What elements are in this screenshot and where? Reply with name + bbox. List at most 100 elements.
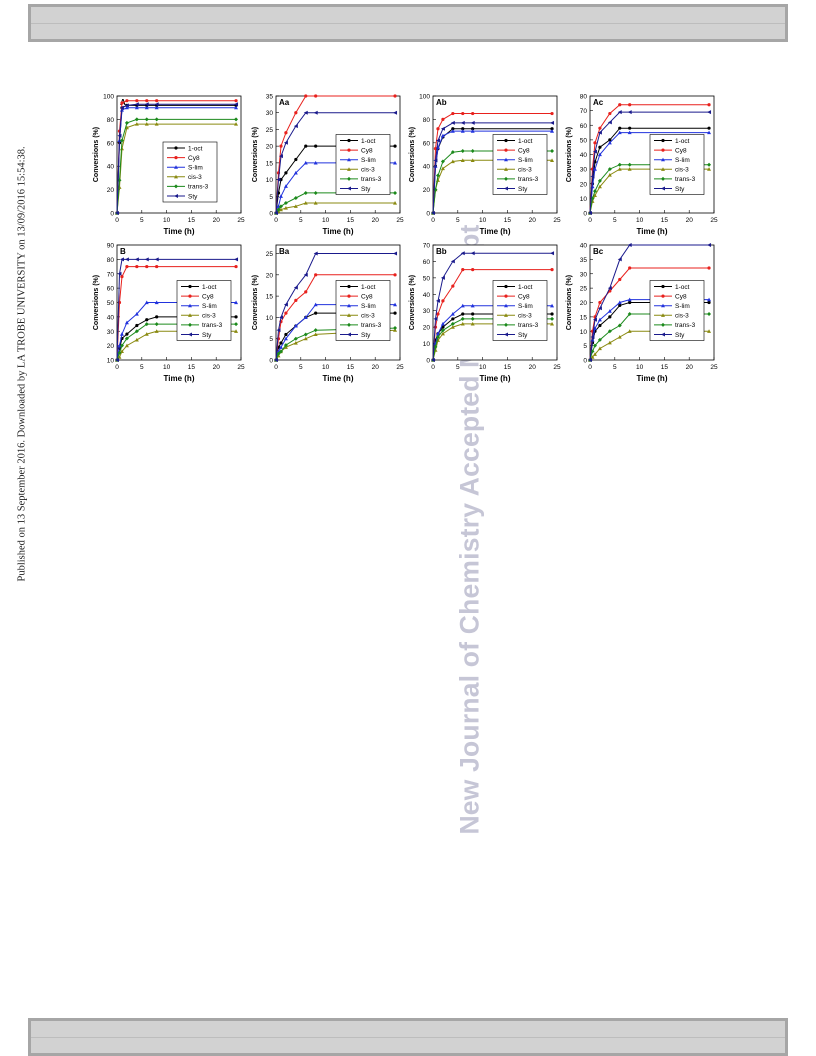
data-point [393, 110, 398, 115]
y-axis-label: Conversions (%) [409, 275, 416, 330]
data-point [145, 99, 149, 103]
data-point [283, 140, 288, 145]
data-point [618, 277, 622, 282]
series-Sty [274, 251, 398, 362]
legend-marker [504, 167, 508, 171]
data-point [234, 122, 239, 126]
data-point [608, 315, 612, 319]
data-point [313, 251, 318, 256]
data-point [393, 273, 397, 277]
data-point [440, 166, 445, 171]
series-cis-3 [115, 329, 239, 362]
series-line [116, 302, 236, 361]
y-tick-label: 25 [266, 127, 274, 134]
y-tick-label: 50 [423, 275, 431, 282]
data-point [117, 350, 122, 355]
data-point [707, 103, 711, 107]
data-point [588, 211, 592, 215]
legend-marker [347, 148, 351, 152]
series-Sty [115, 102, 239, 215]
legend-label: cis-3 [202, 313, 216, 320]
data-point [283, 205, 288, 210]
data-point [293, 340, 298, 345]
legend-label: S-lim [202, 303, 217, 310]
data-point [592, 189, 597, 194]
data-point [450, 120, 455, 125]
data-point [304, 144, 308, 148]
data-point [144, 117, 149, 122]
series-line [589, 104, 709, 214]
data-point [120, 275, 124, 279]
series-Sty [588, 110, 712, 215]
data-point [607, 309, 612, 313]
data-point [598, 145, 602, 149]
x-tick-label: 20 [686, 217, 694, 224]
y-tick-label: 100 [419, 94, 430, 101]
data-point [598, 323, 602, 328]
legend-label: 1-oct [361, 284, 376, 291]
data-point [627, 312, 632, 316]
x-tick-label: 15 [504, 217, 512, 224]
x-tick-label: 0 [274, 364, 278, 371]
data-point [597, 178, 602, 183]
data-point [276, 204, 281, 208]
x-tick-label: 5 [456, 217, 460, 224]
data-point [134, 257, 139, 262]
data-point [135, 264, 139, 269]
data-point [597, 184, 602, 189]
data-point [284, 171, 288, 175]
data-point [451, 127, 455, 131]
data-point [627, 110, 632, 115]
data-point [303, 200, 308, 205]
data-point [628, 126, 632, 130]
data-point [144, 257, 149, 262]
data-point [274, 211, 278, 215]
y-tick-label: 50 [107, 300, 115, 307]
data-point [617, 162, 622, 167]
y-tick-label: 10 [266, 177, 274, 184]
data-point [440, 126, 445, 131]
data-point [433, 158, 438, 163]
data-point [618, 103, 622, 107]
data-point [607, 120, 612, 125]
series-trans-3 [115, 322, 239, 362]
y-tick-label: 50 [580, 137, 588, 144]
legend-marker [661, 186, 665, 191]
y-tick-label: 30 [580, 167, 588, 174]
data-point [134, 337, 139, 342]
panel-label: Bc [593, 247, 604, 256]
y-tick-label: 30 [266, 110, 274, 117]
y-tick-label: 40 [107, 164, 115, 171]
data-point [145, 264, 149, 269]
y-tick-label: 60 [423, 140, 431, 147]
x-tick-label: 10 [479, 217, 487, 224]
legend-box [335, 134, 391, 195]
data-point [124, 336, 129, 341]
legend-marker [347, 176, 351, 181]
data-point [134, 329, 139, 334]
data-point [119, 332, 124, 336]
data-point [393, 251, 398, 256]
legend-marker [347, 303, 351, 308]
x-tick-label: 10 [322, 217, 330, 224]
legend-label: Sty [188, 193, 198, 200]
data-point [617, 323, 622, 328]
legend-box [649, 280, 705, 341]
data-point [617, 130, 622, 135]
data-point [451, 317, 455, 321]
data-point [293, 323, 298, 328]
y-axis-label: Conversions (%) [566, 275, 573, 330]
legend-label: Sty [675, 332, 685, 339]
data-point [707, 266, 711, 270]
legend-label: trans-3 [675, 322, 696, 329]
y-tick-label: 70 [107, 271, 115, 278]
x-tick-label: 10 [163, 364, 171, 371]
legend-label: cis-3 [518, 167, 532, 174]
y-axis-label: Conversions (%) [409, 127, 416, 182]
data-point [117, 343, 122, 348]
x-axis-label: Time (h) [323, 374, 354, 383]
y-tick-label: 80 [423, 117, 431, 124]
data-point [278, 345, 283, 349]
data-point [550, 158, 555, 162]
data-point [154, 322, 159, 327]
